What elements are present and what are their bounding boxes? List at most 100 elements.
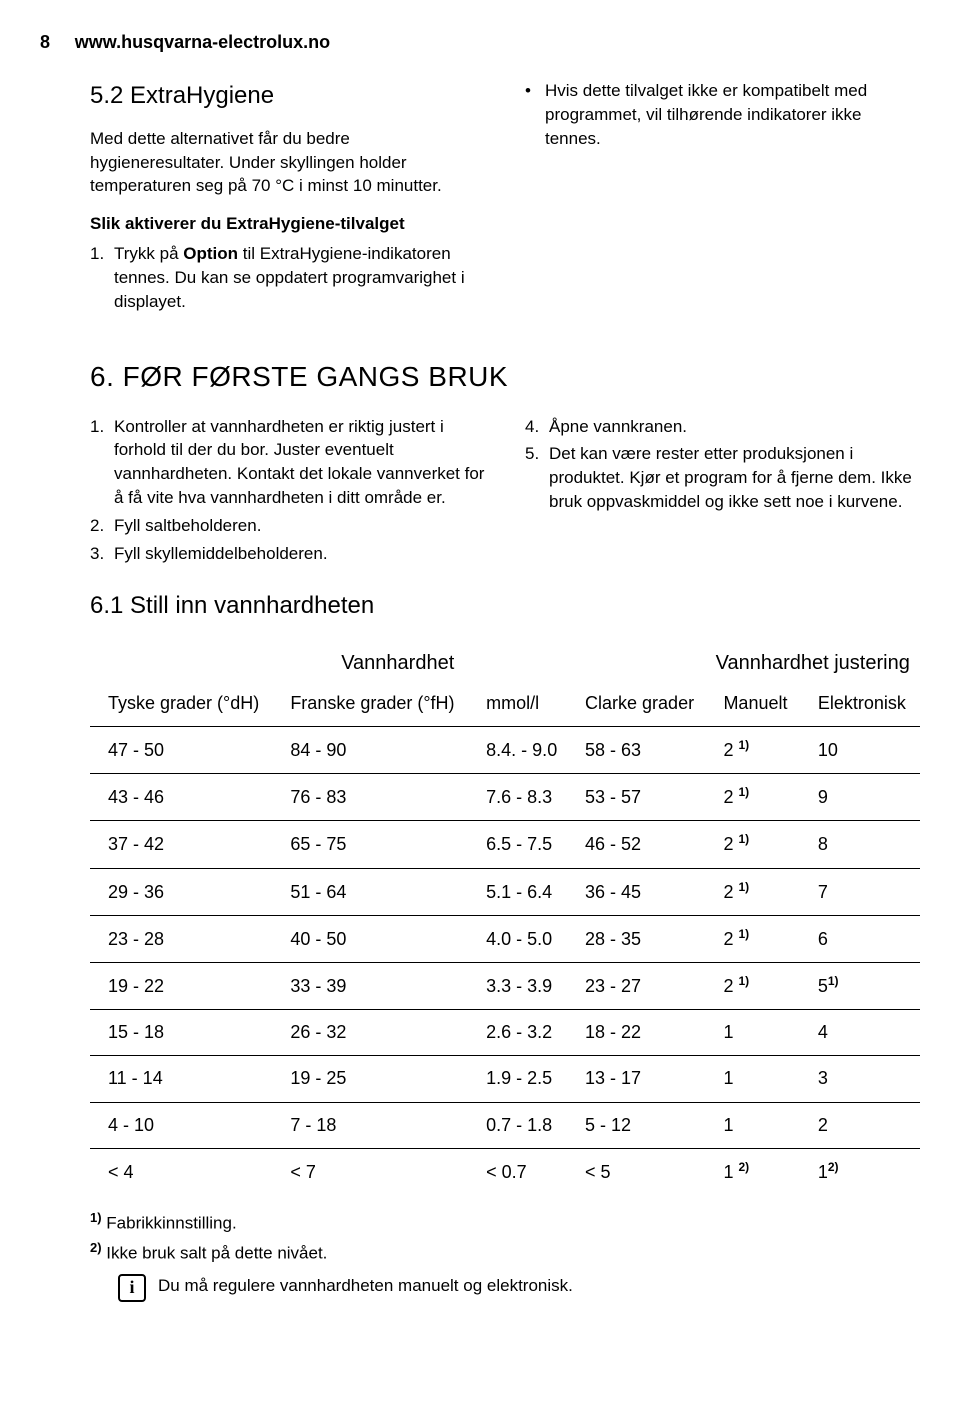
footnote-2: 2) Ikke bruk salt på dette nivået.	[90, 1239, 920, 1265]
section-5-2-intro: Med dette alternativet får du bedre hygi…	[90, 127, 485, 198]
table-row: < 4< 7< 0.7< 51 2)12)	[90, 1148, 920, 1195]
col-mmol: mmol/l	[468, 687, 567, 727]
table-row: 23 - 2840 - 504.0 - 5.028 - 352 1)6	[90, 915, 920, 962]
col-manual: Manuelt	[705, 687, 799, 727]
table-cell: 2 1)	[705, 915, 799, 962]
table-cell: 1	[705, 1010, 799, 1056]
table-cell: 36 - 45	[567, 868, 705, 915]
table-cell: 1.9 - 2.5	[468, 1056, 567, 1102]
section-5-2: 5.2 ExtraHygiene Med dette alternativet …	[90, 79, 920, 317]
table-cell: 53 - 57	[567, 774, 705, 821]
table-cell: 7.6 - 8.3	[468, 774, 567, 821]
bullet-text: Hvis dette tilvalget ikke er kompatibelt…	[545, 79, 920, 150]
table-cell: < 0.7	[468, 1148, 567, 1195]
step-number: 1.	[90, 415, 114, 510]
step-number: 4.	[525, 415, 549, 439]
col-clarke: Clarke grader	[567, 687, 705, 727]
table-cell: 4.0 - 5.0	[468, 915, 567, 962]
water-hardness-table: Vannhardhet Vannhardhet justering Tyske …	[90, 641, 920, 1195]
table-cell: 65 - 75	[272, 821, 468, 868]
table-cell: 2	[800, 1102, 920, 1148]
table-cell: 46 - 52	[567, 821, 705, 868]
table-row: 43 - 4676 - 837.6 - 8.353 - 572 1)9	[90, 774, 920, 821]
bullet-icon: •	[525, 79, 545, 150]
table-cell: 76 - 83	[272, 774, 468, 821]
table-cell: 7 - 18	[272, 1102, 468, 1148]
footnote-1: 1) Fabrikkinnstilling.	[90, 1209, 920, 1235]
table-row: 19 - 2233 - 393.3 - 3.923 - 272 1)51)	[90, 963, 920, 1010]
table-cell: 58 - 63	[567, 727, 705, 774]
table-cell: 19 - 22	[90, 963, 272, 1010]
step-text: Åpne vannkranen.	[549, 415, 920, 439]
step-number: 1.	[90, 242, 114, 313]
step-number: 5.	[525, 442, 549, 513]
section-6-body: 1.Kontroller at vannhardheten er riktig …	[90, 415, 920, 570]
table-cell: 2 1)	[705, 868, 799, 915]
section-5-2-subhead: Slik aktiverer du ExtraHygiene-tilvalget	[90, 212, 485, 236]
header-url: www.husqvarna-electrolux.no	[75, 30, 330, 55]
table-cell: 11 - 14	[90, 1056, 272, 1102]
table-cell: 18 - 22	[567, 1010, 705, 1056]
table-cell: 47 - 50	[90, 727, 272, 774]
table-cell: 2 1)	[705, 774, 799, 821]
table-row: 4 - 107 - 180.7 - 1.85 - 1212	[90, 1102, 920, 1148]
table-cell: 3.3 - 3.9	[468, 963, 567, 1010]
table-cell: 13 - 17	[567, 1056, 705, 1102]
table-cell: 19 - 25	[272, 1056, 468, 1102]
col-electronic: Elektronisk	[800, 687, 920, 727]
group-header-adjust: Vannhardhet justering	[705, 641, 920, 687]
table-row: 15 - 1826 - 322.6 - 3.218 - 2214	[90, 1010, 920, 1056]
step-text: Kontroller at vannhardheten er riktig ju…	[114, 415, 485, 510]
step-text: Trykk på Option til ExtraHygiene-indikat…	[114, 242, 485, 313]
step-1: 1. Trykk på Option til ExtraHygiene-indi…	[90, 242, 485, 313]
table-cell: 0.7 - 1.8	[468, 1102, 567, 1148]
table-cell: 4	[800, 1010, 920, 1056]
table-cell: 29 - 36	[90, 868, 272, 915]
table-cell: < 7	[272, 1148, 468, 1195]
table-cell: 51)	[800, 963, 920, 1010]
table-cell: 2.6 - 3.2	[468, 1010, 567, 1056]
table-cell: 8.4. - 9.0	[468, 727, 567, 774]
step-number: 3.	[90, 542, 114, 566]
group-header-hardness: Vannhardhet	[90, 641, 705, 687]
table-cell: 5.1 - 6.4	[468, 868, 567, 915]
table-cell: 1	[705, 1102, 799, 1148]
table-cell: 2 1)	[705, 963, 799, 1010]
table-cell: 43 - 46	[90, 774, 272, 821]
table-cell: 10	[800, 727, 920, 774]
section-5-2-title: 5.2 ExtraHygiene	[90, 79, 485, 113]
table-cell: 9	[800, 774, 920, 821]
table-cell: 23 - 27	[567, 963, 705, 1010]
info-icon: i	[118, 1274, 146, 1302]
table-cell: < 4	[90, 1148, 272, 1195]
step-number: 2.	[90, 514, 114, 538]
table-cell: 6	[800, 915, 920, 962]
table-cell: 12)	[800, 1148, 920, 1195]
step-text: Fyll saltbeholderen.	[114, 514, 485, 538]
table-cell: 2 1)	[705, 727, 799, 774]
table-row: 11 - 1419 - 251.9 - 2.513 - 1713	[90, 1056, 920, 1102]
table-cell: 51 - 64	[272, 868, 468, 915]
table-cell: 7	[800, 868, 920, 915]
table-cell: 1 2)	[705, 1148, 799, 1195]
page-number: 8	[40, 30, 70, 55]
table-cell: 8	[800, 821, 920, 868]
table-row: 47 - 5084 - 908.4. - 9.058 - 632 1)10	[90, 727, 920, 774]
step-text: Fyll skyllemiddelbeholderen.	[114, 542, 485, 566]
table-row: 37 - 4265 - 756.5 - 7.546 - 522 1)8	[90, 821, 920, 868]
table-cell: 37 - 42	[90, 821, 272, 868]
info-text: Du må regulere vannhardheten manuelt og …	[158, 1274, 573, 1298]
table-cell: 1	[705, 1056, 799, 1102]
table-cell: 33 - 39	[272, 963, 468, 1010]
table-cell: 84 - 90	[272, 727, 468, 774]
table-cell: 4 - 10	[90, 1102, 272, 1148]
table-cell: 23 - 28	[90, 915, 272, 962]
table-cell: 2 1)	[705, 821, 799, 868]
table-cell: 5 - 12	[567, 1102, 705, 1148]
table-cell: 28 - 35	[567, 915, 705, 962]
table-cell: 6.5 - 7.5	[468, 821, 567, 868]
table-cell: < 5	[567, 1148, 705, 1195]
table-cell: 40 - 50	[272, 915, 468, 962]
section-6-title: 6. FØR FØRSTE GANGS BRUK	[90, 357, 920, 396]
table-cell: 26 - 32	[272, 1010, 468, 1056]
